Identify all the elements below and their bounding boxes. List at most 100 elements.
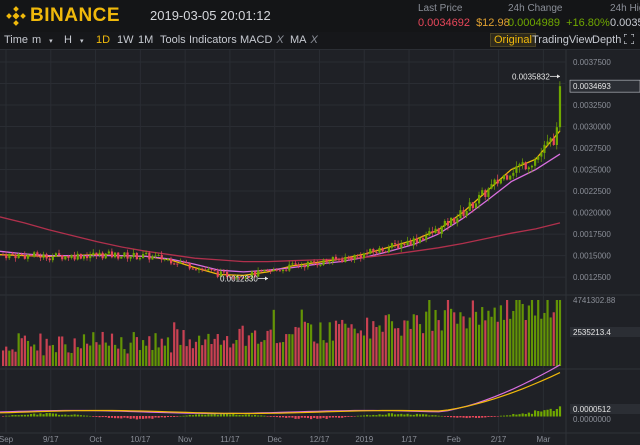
candle-body xyxy=(484,190,487,197)
macd-histogram-bar xyxy=(45,413,48,417)
volume-bar xyxy=(478,324,481,366)
volume-bar xyxy=(353,328,356,366)
macd-histogram-bar xyxy=(375,415,378,417)
candle-body xyxy=(145,252,148,255)
volume-bar xyxy=(257,343,260,366)
candle-body xyxy=(263,269,266,272)
candle-body xyxy=(555,127,558,145)
volume-bar xyxy=(129,342,132,366)
volume-bar xyxy=(275,343,278,366)
macd-histogram-bar xyxy=(546,409,549,417)
candle-body xyxy=(381,247,384,252)
macd-histogram-bar xyxy=(499,415,502,417)
candle-body xyxy=(509,175,512,180)
volume-bar xyxy=(104,342,107,366)
macd-histogram-bar xyxy=(129,416,132,419)
volume-bar xyxy=(229,347,232,366)
candle-body xyxy=(241,277,244,279)
volume-bar xyxy=(166,337,170,366)
candle-body xyxy=(481,190,484,195)
tab-tradingview[interactable]: TradingView xyxy=(532,34,593,46)
candle-body xyxy=(453,217,456,223)
volume-bar xyxy=(222,340,226,366)
close-icon[interactable]: X xyxy=(310,34,318,46)
volume-bar xyxy=(372,321,375,366)
macd-histogram-bar xyxy=(406,413,409,417)
candle-body xyxy=(110,251,114,258)
interval-1w[interactable]: 1W xyxy=(117,34,134,46)
tab-original[interactable]: Original xyxy=(490,33,536,47)
macd-histogram-bar xyxy=(110,416,114,418)
candle-body xyxy=(2,254,5,256)
hour-interval-select[interactable]: H ▾ xyxy=(64,34,83,46)
candle-body xyxy=(129,257,132,259)
macd-indicator[interactable]: MACD X xyxy=(240,34,284,46)
macd-histogram-bar xyxy=(521,413,524,417)
volume-bar xyxy=(58,336,61,366)
macd-histogram-bar xyxy=(443,416,446,417)
macd-histogram-bar xyxy=(48,413,51,417)
header-bar: BINANCE 2019-03-05 20:01:12 Last Price 0… xyxy=(0,0,640,32)
macd-histogram-bar xyxy=(98,416,101,418)
candle-body xyxy=(369,248,372,254)
candle-body xyxy=(82,255,86,259)
candle-body xyxy=(269,270,272,272)
signal-line xyxy=(0,372,561,415)
tools-menu[interactable]: Tools xyxy=(160,34,186,46)
macd-histogram-bar xyxy=(67,415,70,417)
volume-bar xyxy=(194,341,198,366)
candle-body xyxy=(64,256,67,260)
time-tick-label: 10/17 xyxy=(130,435,151,444)
time-menu[interactable]: Time xyxy=(4,34,29,46)
price-tick-label: 0.0025000 xyxy=(573,166,611,175)
price-chart[interactable]: 0.00375000.00350000.00325000.00300000.00… xyxy=(0,50,640,445)
chart-grid xyxy=(0,50,640,445)
candle-body xyxy=(166,258,170,260)
volume-bar xyxy=(33,344,36,366)
tab-depth[interactable]: Depth xyxy=(592,34,622,46)
macd-histogram-bar xyxy=(456,416,459,418)
high-arrow-head xyxy=(557,74,560,79)
candle-body xyxy=(51,256,54,261)
last-price-stat: Last Price 0.0034692 $12.98 xyxy=(418,3,510,29)
interval-1m[interactable]: 1M xyxy=(138,34,154,46)
change-label: 24h Change xyxy=(508,3,563,14)
fullscreen-icon[interactable] xyxy=(623,33,635,47)
volume-bar xyxy=(459,312,462,366)
high-label: 24h High xyxy=(610,3,640,14)
minute-interval-select[interactable]: m ▾ xyxy=(32,34,53,46)
binance-logo[interactable]: BINANCE xyxy=(6,5,120,27)
macd-histogram-bar xyxy=(378,414,381,417)
macd-histogram-bar xyxy=(126,416,129,419)
indicators-menu[interactable]: Indicators xyxy=(189,34,237,46)
macd-histogram-bar xyxy=(5,415,8,417)
price-tick-label: 0.0037500 xyxy=(573,58,611,67)
volume-bar xyxy=(182,330,185,366)
candle-body xyxy=(450,217,453,226)
macd-histogram-bar xyxy=(275,416,278,418)
time-tick-label: Sep xyxy=(0,435,14,444)
close-icon[interactable]: X xyxy=(276,34,284,46)
macd-histogram-bar xyxy=(79,415,82,417)
candle-body xyxy=(468,202,471,211)
volume-bar xyxy=(502,319,506,366)
macd-histogram-bar xyxy=(138,416,142,419)
volume-bar xyxy=(142,340,145,366)
macd-histogram-bar xyxy=(493,416,496,417)
macd-histogram-bar xyxy=(462,416,465,418)
macd-histogram-bar xyxy=(123,416,126,418)
volume-bar xyxy=(135,337,138,366)
candle-body xyxy=(89,255,92,259)
macd-histogram-bar xyxy=(450,416,453,418)
volume-bar xyxy=(179,344,182,366)
volume-bar xyxy=(515,300,518,366)
macd-histogram-bar xyxy=(101,416,104,418)
volume-bar xyxy=(512,310,515,366)
candle-body xyxy=(92,252,95,256)
interval-1d[interactable]: 1D xyxy=(96,34,111,46)
candlesticks xyxy=(2,81,562,281)
ma-indicator[interactable]: MA X xyxy=(290,34,318,46)
time-tick-label: Feb xyxy=(447,435,461,444)
macd-histogram-bar xyxy=(95,416,98,417)
macd-histogram-bar xyxy=(397,414,400,417)
